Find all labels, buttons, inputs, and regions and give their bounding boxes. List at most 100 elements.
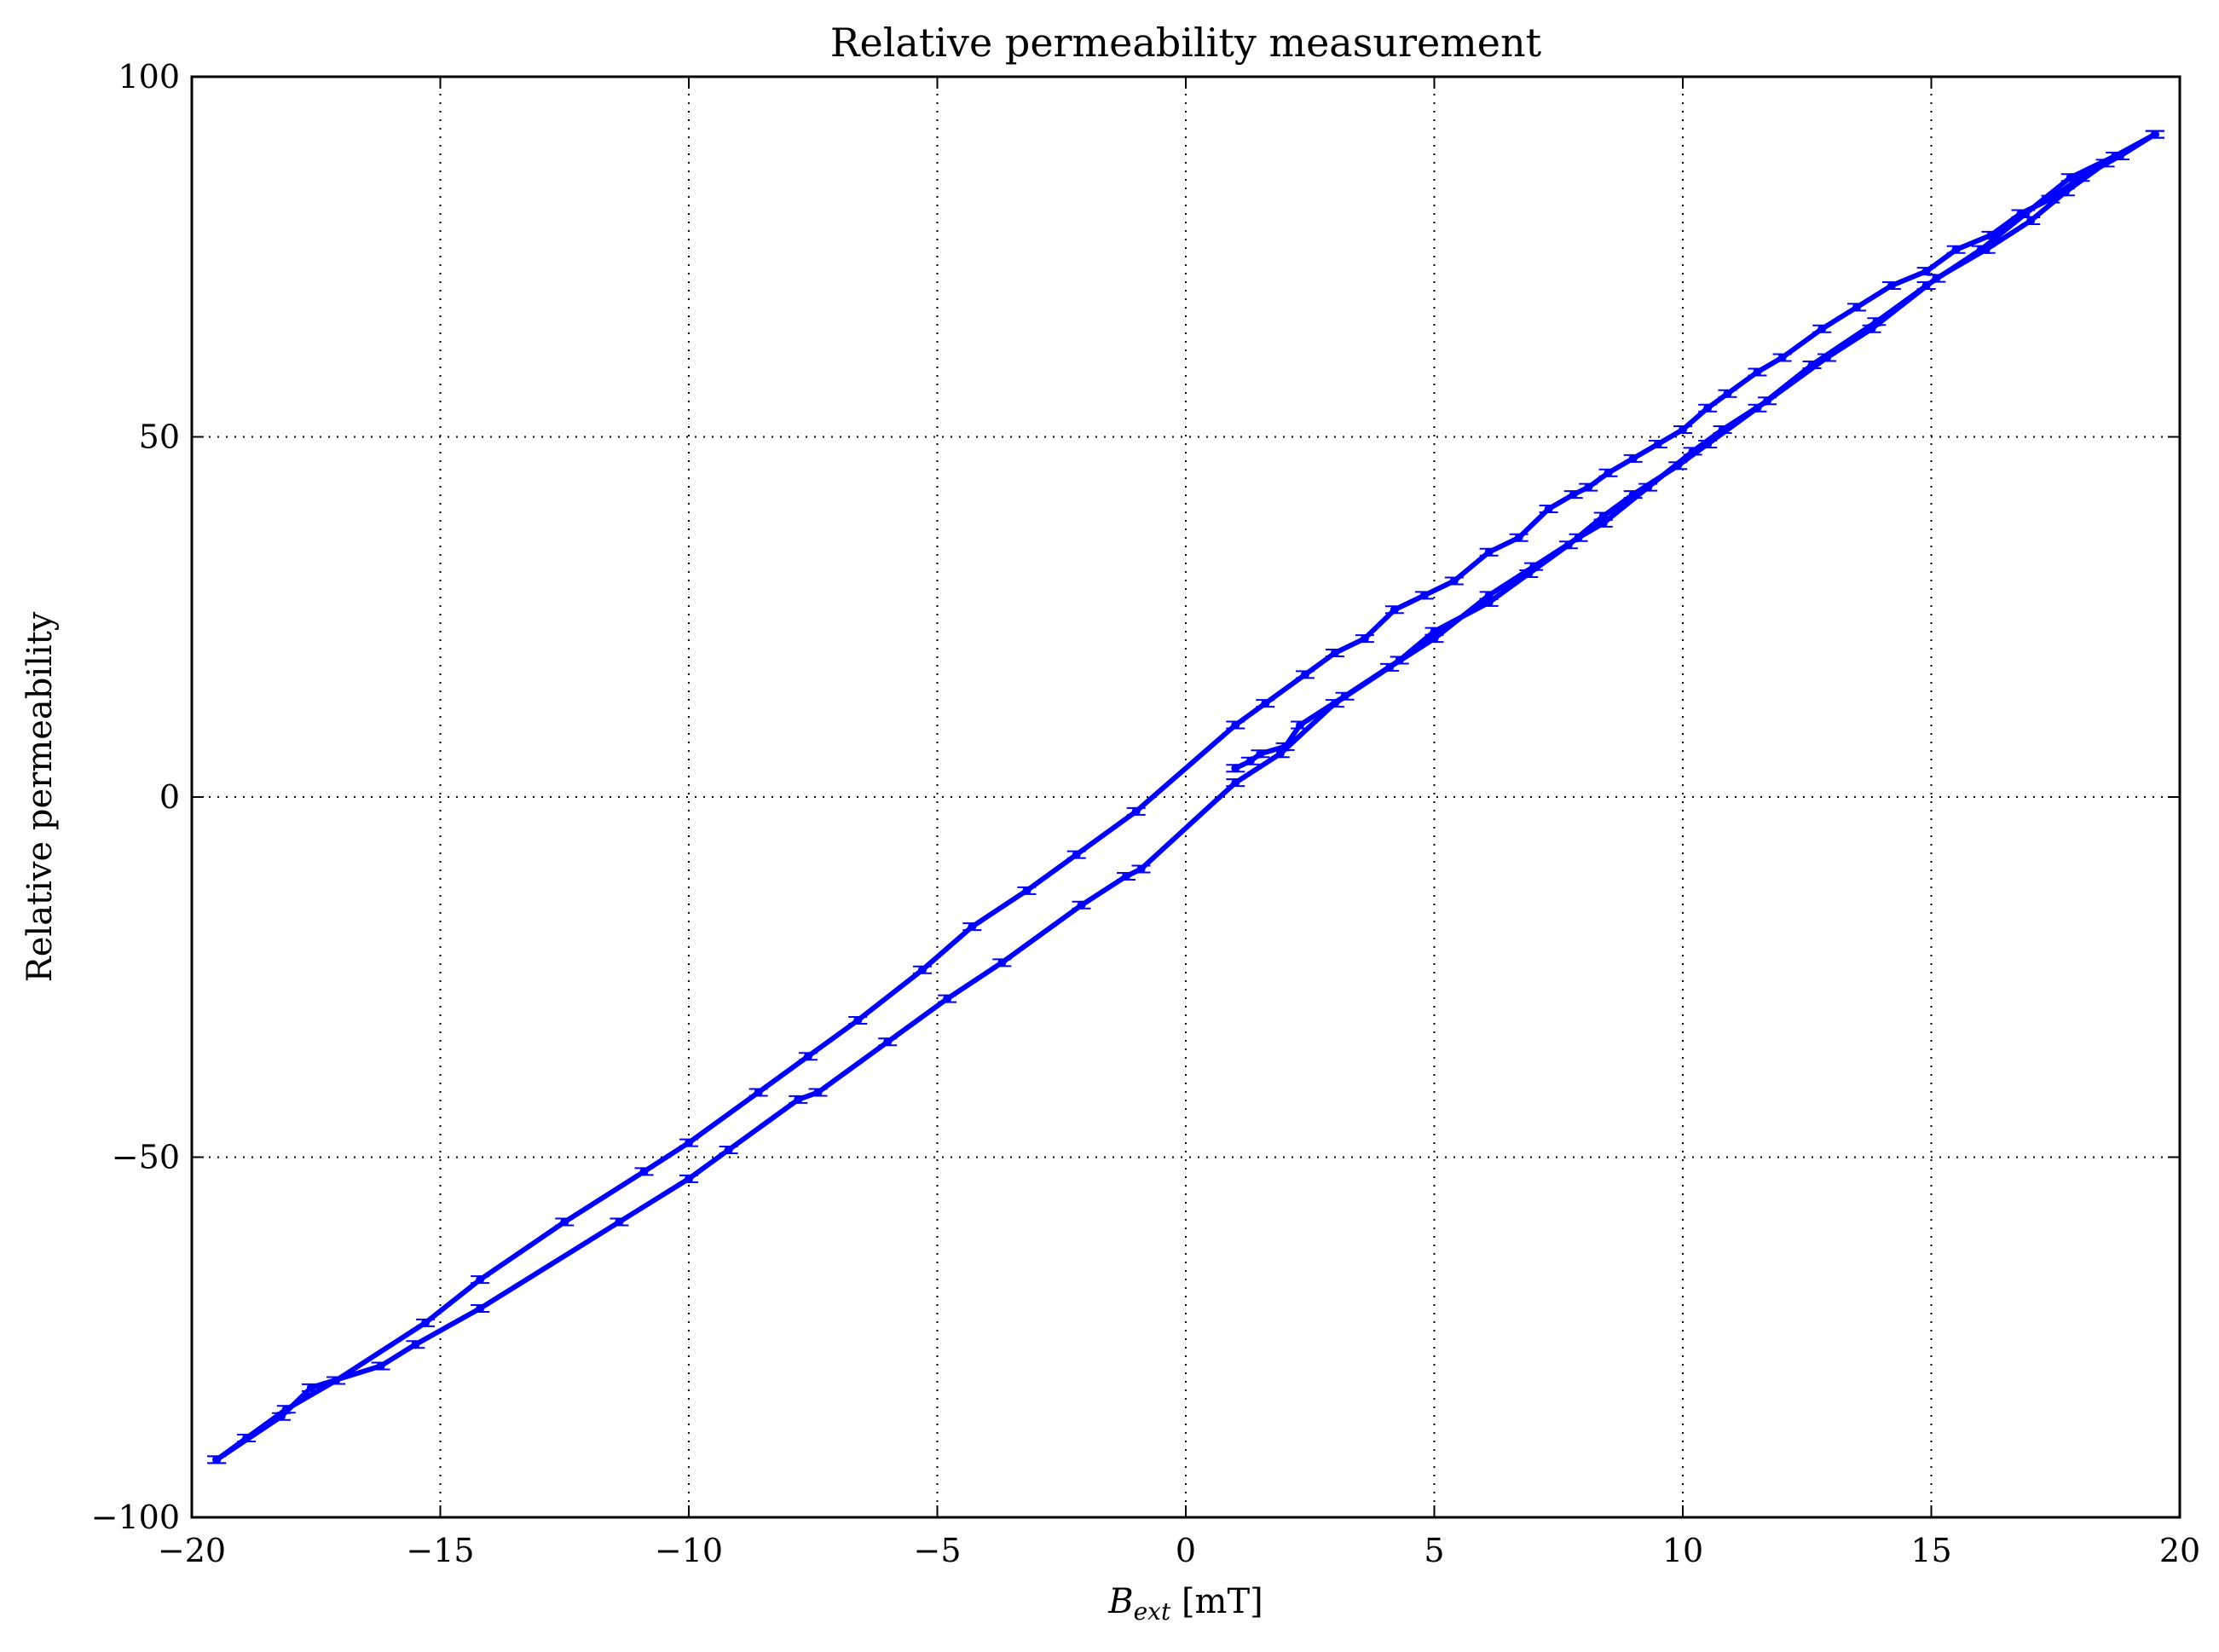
data-point [1951, 245, 1961, 254]
data-point [1514, 533, 1523, 542]
x-axis-label-symbol: B [1107, 1582, 1133, 1621]
data-point [1703, 403, 1713, 413]
data-point [1122, 871, 1131, 881]
data-point [1887, 281, 1896, 291]
x-tick-label: −5 [913, 1532, 961, 1569]
data-point [1569, 490, 1578, 500]
data-point [1275, 749, 1285, 759]
data-point [1628, 453, 1638, 463]
axis-ticks [191, 76, 2181, 1518]
data-point [1653, 439, 1662, 448]
data-point [1231, 764, 1240, 773]
data-point [476, 1275, 485, 1285]
data-point [1131, 806, 1141, 816]
data-point [1072, 850, 1081, 859]
data-point [685, 1138, 693, 1147]
grid-lines [192, 77, 2180, 1517]
y-tick-label: 100 [118, 58, 180, 95]
data-point [724, 1146, 733, 1155]
data-point [1484, 591, 1494, 600]
data-point [1022, 886, 1031, 895]
y-tick-label: −100 [91, 1499, 180, 1536]
data-point [803, 1052, 812, 1061]
x-tick-label: −15 [406, 1532, 474, 1569]
data-point [685, 1174, 693, 1183]
data-point [411, 1340, 420, 1349]
data-point [1688, 447, 1697, 456]
x-tick-label: −10 [655, 1532, 723, 1569]
x-tick-label: −20 [158, 1532, 226, 1569]
data-point [1574, 533, 1583, 542]
data-point [276, 1412, 286, 1421]
data-point [2060, 188, 2070, 197]
x-axis-label: Bext [mT] [1107, 1582, 1263, 1626]
data-point [1484, 547, 1494, 557]
x-tick-label: 0 [1176, 1532, 1196, 1569]
data-point [1077, 900, 1086, 910]
y-axis-label: Relative permeability [20, 611, 60, 982]
data-point [1430, 627, 1439, 636]
data-point [918, 965, 927, 974]
data-point [1921, 267, 1931, 276]
data-point [813, 1088, 823, 1097]
data-point [1300, 670, 1309, 679]
data-point [2150, 130, 2159, 139]
data-point [2066, 173, 2075, 182]
data-point [1330, 699, 1339, 708]
data-point [2016, 209, 2025, 218]
data-point [1777, 353, 1787, 362]
data-point [476, 1303, 485, 1313]
data-point [376, 1361, 385, 1371]
series-layer [207, 130, 2164, 1464]
data-point [1598, 511, 1608, 521]
data-point [1419, 591, 1429, 600]
data-point [1852, 303, 1862, 312]
x-tick-label: 20 [2159, 1532, 2200, 1569]
data-point [1763, 396, 1772, 406]
data-point [1604, 468, 1613, 477]
data-point [1529, 562, 1539, 571]
y-tick-label: −50 [112, 1139, 180, 1176]
data-point [1986, 230, 1996, 240]
data-point [1360, 634, 1369, 644]
data-point [1256, 749, 1265, 759]
data-point [1817, 324, 1827, 333]
data-point [1544, 505, 1553, 513]
data-point [1261, 699, 1270, 708]
chart-title: Relative permeability measurement [830, 20, 1542, 66]
data-point [853, 1015, 863, 1025]
data-point [883, 1037, 893, 1047]
data-point [794, 1095, 803, 1104]
y-tick-label: 0 [159, 778, 180, 816]
x-tick-label: 5 [1424, 1532, 1444, 1569]
y-tick-label: 50 [139, 419, 180, 456]
data-point [560, 1217, 569, 1227]
data-point [639, 1167, 649, 1176]
data-point [1584, 482, 1593, 492]
data-point [968, 922, 977, 932]
data-point [1296, 720, 1305, 730]
data-point [754, 1088, 763, 1097]
x-axis-label-unit: [mT] [1170, 1582, 1263, 1621]
data-point [306, 1383, 315, 1392]
data-point [1867, 324, 1876, 333]
x-tick-label: 10 [1662, 1532, 1703, 1569]
data-point [2026, 217, 2036, 225]
data-point [943, 994, 952, 1003]
x-axis-label-subscript: ext [1134, 1597, 1171, 1626]
data-point [1598, 518, 1608, 528]
data-point [1644, 482, 1653, 492]
data-point [1679, 425, 1687, 435]
series-line-3 [215, 132, 2157, 1462]
data-point [1718, 425, 1727, 435]
data-point [1823, 353, 1832, 362]
data-point [1981, 245, 1991, 254]
data-point [1385, 662, 1395, 672]
data-point [1723, 389, 1732, 398]
data-point [1430, 634, 1439, 644]
data-point [1753, 367, 1762, 377]
data-point [615, 1217, 624, 1227]
